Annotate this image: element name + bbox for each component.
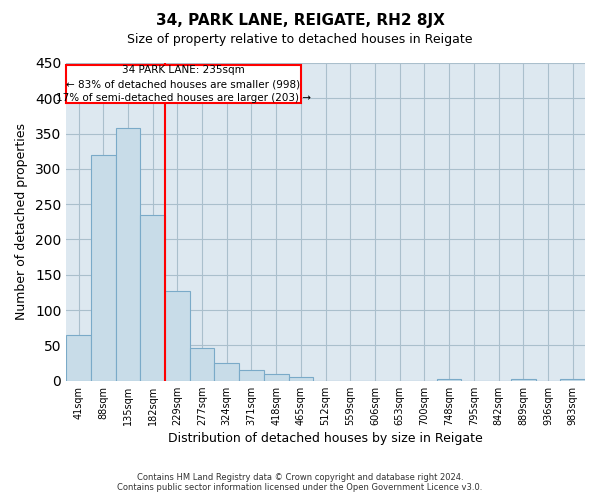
Text: 34 PARK LANE: 235sqm
← 83% of detached houses are smaller (998)
17% of semi-deta: 34 PARK LANE: 235sqm ← 83% of detached h… — [56, 65, 311, 103]
Bar — [511, 378, 536, 380]
Bar — [116, 128, 140, 380]
Y-axis label: Number of detached properties: Number of detached properties — [15, 124, 28, 320]
Bar — [140, 215, 165, 380]
FancyBboxPatch shape — [66, 65, 301, 103]
Text: 34, PARK LANE, REIGATE, RH2 8JX: 34, PARK LANE, REIGATE, RH2 8JX — [155, 12, 445, 28]
X-axis label: Distribution of detached houses by size in Reigate: Distribution of detached houses by size … — [168, 432, 483, 445]
Bar — [437, 378, 461, 380]
Bar — [91, 155, 116, 380]
Bar — [289, 377, 313, 380]
Bar — [264, 374, 289, 380]
Text: Size of property relative to detached houses in Reigate: Size of property relative to detached ho… — [127, 32, 473, 46]
Bar — [190, 348, 214, 380]
Bar — [239, 370, 264, 380]
Bar — [214, 363, 239, 380]
Bar — [165, 291, 190, 380]
Text: Contains HM Land Registry data © Crown copyright and database right 2024.
Contai: Contains HM Land Registry data © Crown c… — [118, 473, 482, 492]
Bar — [66, 335, 91, 380]
